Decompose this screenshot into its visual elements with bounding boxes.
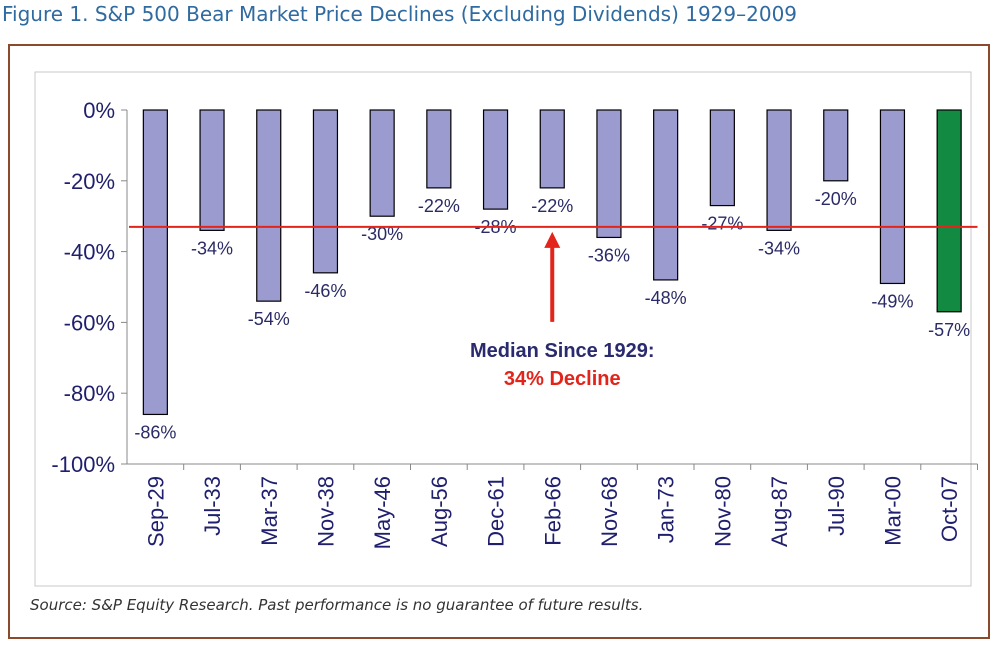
x-tick-label: Nov-38 bbox=[313, 476, 338, 547]
bar-value-label: -34% bbox=[191, 238, 233, 258]
x-tick-label: Aug-56 bbox=[427, 476, 452, 547]
x-tick-label: May-46 bbox=[370, 476, 395, 549]
bar-aug-87 bbox=[766, 109, 792, 231]
y-tick-label: -80% bbox=[64, 381, 115, 406]
bar-value-label: -20% bbox=[815, 189, 857, 209]
bar-jul-90 bbox=[823, 109, 849, 182]
y-tick-label: -40% bbox=[64, 240, 115, 265]
x-tick-label: Mar-37 bbox=[257, 476, 282, 546]
bar-aug-56 bbox=[426, 109, 452, 189]
x-tick-label: Mar-00 bbox=[880, 476, 905, 546]
x-tick-label: Jul-33 bbox=[200, 476, 225, 536]
bar-value-label: -27% bbox=[701, 214, 743, 234]
bars bbox=[142, 109, 962, 416]
bar-value-label: -54% bbox=[248, 309, 290, 329]
bar-mar-00 bbox=[879, 109, 906, 285]
bar-nov-68 bbox=[596, 109, 622, 239]
figure-frame: 0% -20% -40% -60% -80% -100% -86% -34% -54% -46%… bbox=[8, 44, 990, 639]
median-label: Median Since 1929: bbox=[470, 340, 655, 362]
median-decline-label: 34% Decline bbox=[504, 368, 621, 390]
x-tick-label: Sep-29 bbox=[143, 476, 168, 547]
bar-nov-38 bbox=[312, 109, 339, 274]
y-tick-label: -100% bbox=[51, 452, 115, 477]
bar-value-label: -34% bbox=[758, 238, 800, 258]
bar-sep-29 bbox=[142, 109, 168, 416]
y-axis: 0% -20% -40% -60% -80% -100% bbox=[51, 98, 128, 477]
y-tick-label: -60% bbox=[64, 310, 115, 335]
y-tick-label: -20% bbox=[64, 169, 115, 194]
bar-value-label: -22% bbox=[418, 196, 460, 216]
median-arrow-head bbox=[544, 231, 561, 248]
bar-value-label: -48% bbox=[645, 288, 687, 308]
x-tick-label: Jul-90 bbox=[824, 476, 849, 536]
y-tick-label: 0% bbox=[83, 98, 115, 123]
x-tick-label: Feb-66 bbox=[540, 476, 565, 546]
bar-feb-66 bbox=[539, 109, 565, 189]
x-tick-label: Nov-68 bbox=[597, 476, 622, 547]
bar-value-label: -86% bbox=[134, 422, 176, 442]
x-tick-label: Dec-61 bbox=[484, 476, 509, 547]
bar-value-label: -36% bbox=[588, 245, 630, 265]
plot-area-border bbox=[34, 71, 972, 587]
bar-jul-33 bbox=[199, 109, 225, 231]
x-tick-label: Jan-73 bbox=[654, 476, 679, 543]
bar-value-label: -22% bbox=[531, 196, 573, 216]
x-tick-label: Oct-07 bbox=[937, 476, 962, 542]
bar-chart: 0% -20% -40% -60% -80% -100% -86% -34% -54% -46%… bbox=[34, 71, 978, 587]
bar-value-label: -30% bbox=[361, 224, 403, 244]
bar-jan-73 bbox=[653, 109, 679, 281]
source-note: Source: S&P Equity Research. Past perfor… bbox=[30, 596, 644, 614]
bar-dec-61 bbox=[482, 109, 509, 210]
figure-title: Figure 1. S&P 500 Bear Market Price Decl… bbox=[2, 2, 798, 26]
median-annotation: Median Since 1929: 34% Decline bbox=[129, 225, 978, 390]
x-tick-label: Aug-87 bbox=[767, 476, 792, 547]
bar-oct-07 bbox=[936, 109, 962, 313]
x-axis: Sep-29 Jul-33 Mar-37 Nov-38 May-46 Aug-56 Dec-… bbox=[127, 463, 978, 549]
bar-value-label: -46% bbox=[304, 281, 346, 301]
x-tick-label: Nov-80 bbox=[710, 476, 735, 547]
bar-value-label: -57% bbox=[928, 320, 970, 340]
bar-mar-37 bbox=[256, 109, 282, 302]
bar-value-label: -49% bbox=[871, 291, 913, 311]
bar-nov-80 bbox=[709, 109, 735, 207]
bar-may-46 bbox=[369, 109, 395, 217]
